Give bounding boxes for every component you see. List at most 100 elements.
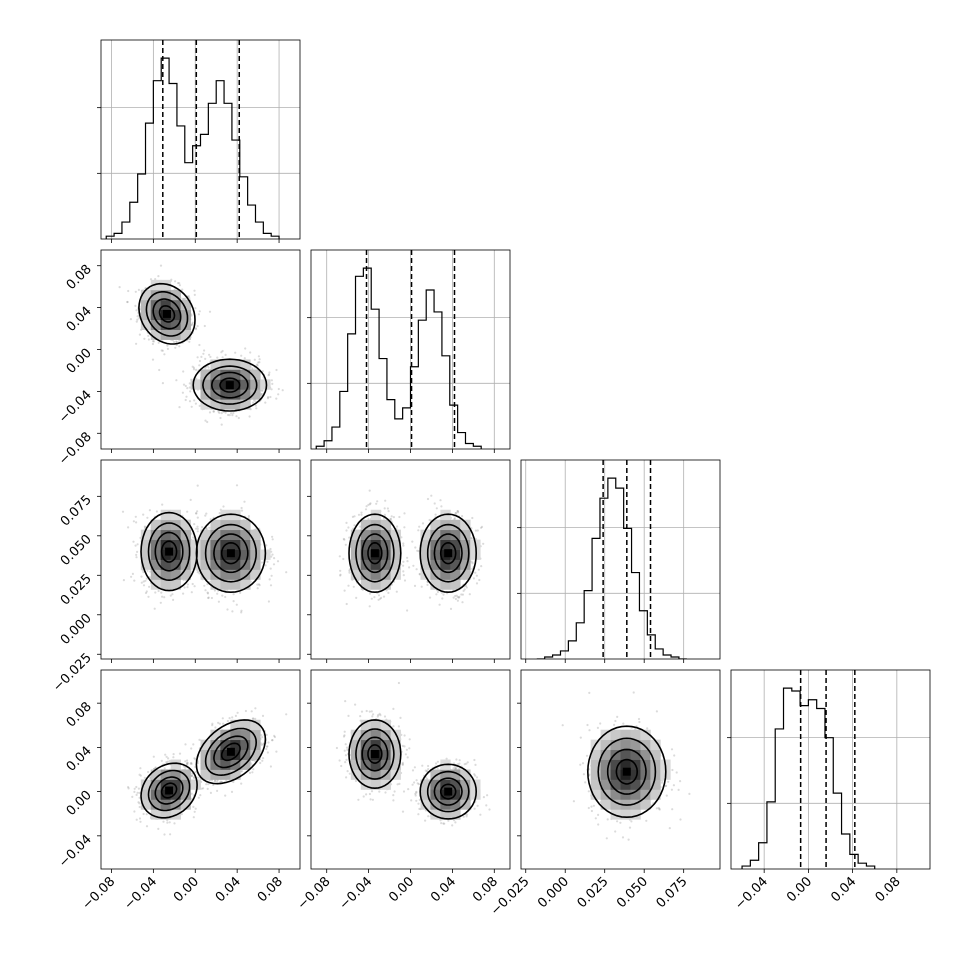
scatter-point — [277, 393, 280, 396]
scatter-point — [375, 502, 378, 505]
density-cell — [420, 549, 431, 560]
scatter-point — [342, 557, 345, 561]
scatter-point — [383, 507, 386, 510]
scatter-point — [206, 592, 210, 595]
density-cell — [230, 389, 241, 400]
scatter-point — [248, 415, 251, 418]
scatter-point — [364, 508, 368, 511]
contour-line — [220, 541, 241, 565]
scatter-point — [343, 538, 346, 541]
histogram-step — [741, 687, 876, 869]
scatter-point — [240, 509, 244, 512]
scatter-point — [434, 513, 437, 516]
scatter-point — [138, 791, 141, 795]
scatter-point — [204, 514, 207, 517]
scatter-point — [181, 391, 184, 394]
scatter-point — [186, 763, 189, 766]
density-cell — [150, 579, 162, 590]
scatter-point — [270, 379, 273, 382]
density-cell — [140, 299, 152, 311]
scatter-point — [147, 334, 150, 337]
scatter-point — [264, 564, 267, 567]
scatter-point — [193, 289, 196, 292]
scatter-point — [231, 414, 234, 417]
scatter-point — [145, 825, 149, 828]
scatter-point — [457, 596, 460, 599]
scatter-point — [191, 321, 194, 324]
density-cell — [210, 579, 221, 590]
scatter-point — [127, 786, 130, 789]
scatter-point — [142, 571, 145, 574]
scatter-point — [472, 577, 475, 580]
scatter-point — [339, 573, 342, 576]
scatter-point — [142, 513, 145, 516]
scatter-point — [465, 586, 468, 589]
scatter-point — [456, 510, 459, 513]
density-cell — [220, 359, 231, 370]
scatter-point — [461, 593, 464, 596]
density-cell — [230, 559, 241, 570]
scatter-point — [224, 595, 227, 599]
scatter-point — [184, 384, 187, 388]
density-cell — [180, 559, 191, 570]
contour-line — [147, 522, 191, 582]
scatter-point — [217, 600, 220, 603]
scatter-point — [121, 510, 125, 513]
scatter-point — [454, 594, 457, 598]
density-cell — [150, 319, 162, 330]
density-cell — [370, 539, 382, 550]
scatter-point — [271, 538, 274, 541]
scatter-point — [192, 366, 195, 369]
scatter-point — [161, 382, 164, 385]
scatter-point — [151, 340, 155, 343]
density-cell — [180, 309, 191, 321]
scatter-point — [240, 506, 243, 510]
scatter-point — [178, 345, 181, 348]
scatter-point — [159, 264, 163, 267]
scatter-point — [196, 571, 199, 574]
scatter-point — [269, 567, 272, 570]
scatter-point — [453, 517, 456, 520]
scatter-point — [194, 527, 198, 530]
scatter-point — [193, 523, 196, 526]
scatter-point — [243, 357, 246, 360]
scatter-point — [368, 503, 371, 506]
scatter-point — [347, 526, 350, 529]
scatter-point — [353, 515, 356, 518]
scatter-point — [204, 419, 207, 422]
scatter-point — [149, 278, 153, 281]
scatter-point — [153, 607, 156, 610]
scatter-point — [192, 536, 195, 539]
density-cell — [170, 509, 181, 521]
scatter-point — [191, 772, 194, 775]
scatter-point — [270, 574, 273, 577]
scatter-point — [452, 596, 455, 599]
density-peak — [163, 309, 171, 318]
scatter-point — [203, 584, 206, 587]
scatter-point — [421, 522, 425, 525]
scatter-point — [345, 529, 348, 532]
scatter-point — [194, 327, 197, 330]
scatter-point — [470, 560, 473, 563]
scatter-point — [192, 776, 196, 779]
scatter-point — [435, 507, 438, 510]
scatter-point — [208, 411, 212, 414]
scatter-point — [266, 397, 270, 400]
density-cell — [140, 539, 152, 550]
density-cell — [230, 359, 241, 370]
density-cell — [170, 289, 181, 301]
density-cell — [180, 329, 191, 340]
scatter-point — [219, 416, 222, 420]
scatter-point — [178, 284, 181, 287]
density-cell — [140, 319, 152, 330]
density-cell — [190, 539, 201, 550]
scatter-point — [480, 565, 483, 568]
density-cell — [240, 569, 251, 580]
scatter-point — [187, 295, 190, 298]
scatter-point — [231, 610, 234, 613]
scatter-point — [140, 581, 143, 584]
scatter-point — [154, 766, 157, 769]
scatter-point — [126, 300, 129, 304]
scatter-point — [181, 297, 184, 300]
scatter-point — [147, 770, 150, 774]
